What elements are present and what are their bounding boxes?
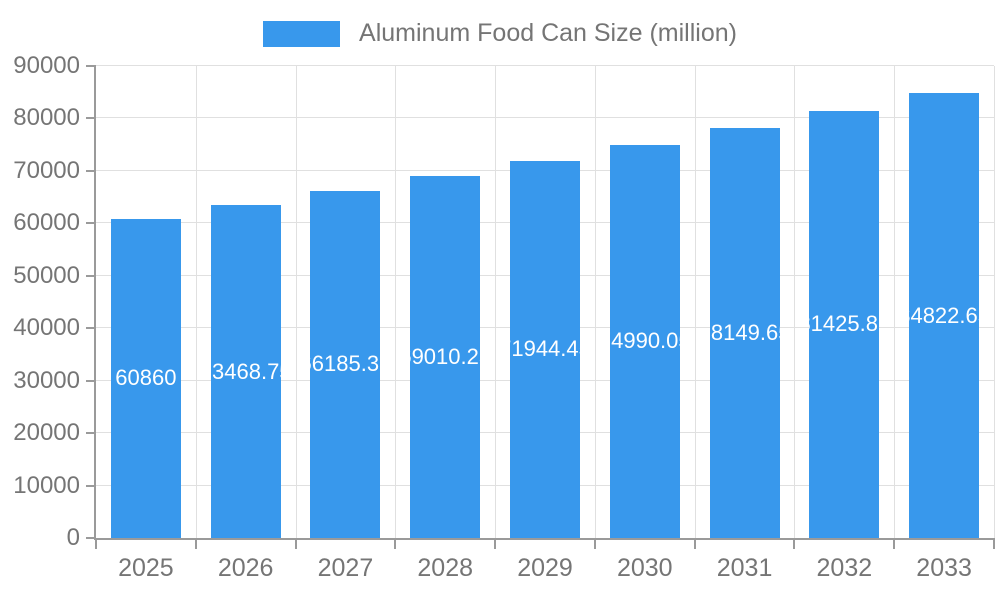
- x-axis-tick: [194, 538, 197, 549]
- bar-2029[interactable]: 71944.45: [510, 160, 580, 538]
- y-axis-tick-label: 20000: [13, 419, 80, 447]
- bar-2025[interactable]: 60860: [110, 218, 181, 538]
- y-axis-tick: [86, 274, 96, 277]
- y-axis-tick-label: 70000: [13, 156, 80, 184]
- x-axis-tick-label: 2033: [916, 554, 972, 582]
- horizontal-gridline: [96, 65, 994, 66]
- vertical-gridline: [195, 66, 197, 538]
- vertical-gridline: [395, 66, 397, 538]
- y-axis-tick: [86, 432, 96, 435]
- legend-label[interactable]: Aluminum Food Can Size (million): [359, 19, 737, 47]
- y-axis-tick: [86, 327, 96, 330]
- bar-value-label: 63468.75: [211, 358, 281, 384]
- plot-area: 60860 63468.75 66185.35 69010.25 71944.45 749…: [86, 65, 995, 549]
- x-axis-tick: [494, 538, 497, 549]
- y-axis-tick-label: 10000: [13, 471, 80, 499]
- vertical-gridline: [794, 66, 796, 538]
- bar-value-label: 71944.45: [510, 336, 580, 362]
- x-axis-tick-label: 2027: [317, 554, 374, 582]
- bar-value-label: 74990.05: [610, 328, 680, 354]
- x-axis-tick-label: 2031: [716, 554, 773, 582]
- y-axis-tick-label: 80000: [13, 104, 80, 132]
- bar-2026[interactable]: 63468.75: [210, 205, 281, 538]
- x-axis-tick-label: 2032: [816, 554, 873, 582]
- vertical-gridline: [295, 66, 297, 538]
- legend-swatch[interactable]: [263, 20, 341, 47]
- x-axis-tick: [294, 538, 297, 549]
- y-axis-tick-label: 90000: [13, 52, 80, 79]
- vertical-gridline: [495, 66, 497, 538]
- x-axis-tick-label: 2028: [417, 554, 474, 582]
- y-axis-tick-label: 0: [66, 524, 80, 551]
- x-axis-tick: [95, 538, 97, 549]
- y-axis-tick: [86, 169, 96, 172]
- bar-2031[interactable]: 78149.65: [709, 128, 780, 538]
- x-axis-tick: [793, 538, 796, 549]
- x-axis-tick: [893, 538, 896, 549]
- x-axis-tick-label: 2026: [217, 554, 274, 582]
- y-axis-tick-label: 50000: [13, 261, 80, 289]
- vertical-gridline: [894, 66, 896, 538]
- y-axis: 0 10000 20000 30000 40000 50000 60000 70000 8000…: [0, 52, 80, 551]
- vertical-gridline: [994, 66, 995, 538]
- y-axis-tick-label: 40000: [13, 314, 80, 342]
- bar-value-label: 81425.85: [809, 311, 879, 337]
- bar-value-label: 60860: [115, 365, 177, 391]
- bar-2032[interactable]: 81425.85: [809, 110, 880, 538]
- x-axis-tick: [394, 538, 397, 549]
- x-axis-tick-label: 2030: [616, 554, 673, 582]
- bar-value-label: 66185.35: [310, 351, 380, 377]
- legend: Aluminum Food Can Size (million): [0, 20, 1000, 47]
- y-axis-tick-label: 30000: [13, 366, 80, 394]
- bar-value-label: 78149.65: [710, 320, 780, 346]
- y-axis-tick: [86, 537, 96, 539]
- vertical-gridline: [694, 66, 696, 538]
- bar-2028[interactable]: 69010.25: [410, 176, 481, 538]
- y-axis-tick-label: 60000: [13, 209, 80, 237]
- bar-value-label: 69010.25: [410, 344, 480, 370]
- vertical-gridline: [594, 66, 596, 538]
- x-axis-tick-label: 2029: [517, 554, 573, 582]
- y-axis-tick: [86, 117, 96, 120]
- y-axis-tick: [86, 379, 96, 382]
- y-axis-tick: [86, 484, 96, 487]
- x-axis-tick-label: 2025: [118, 554, 174, 582]
- x-axis-tick: [693, 538, 696, 549]
- bar-2030[interactable]: 74990.05: [609, 144, 680, 538]
- x-axis: 2025 2026 2027 2028 2029 2030 2031 2032 2033: [96, 554, 994, 586]
- x-axis-tick: [993, 538, 995, 549]
- x-axis-tick: [593, 538, 596, 549]
- y-axis-tick: [86, 65, 96, 67]
- bar-2027[interactable]: 66185.35: [310, 190, 381, 538]
- horizontal-gridline: [96, 117, 994, 119]
- y-axis-tick: [86, 222, 96, 225]
